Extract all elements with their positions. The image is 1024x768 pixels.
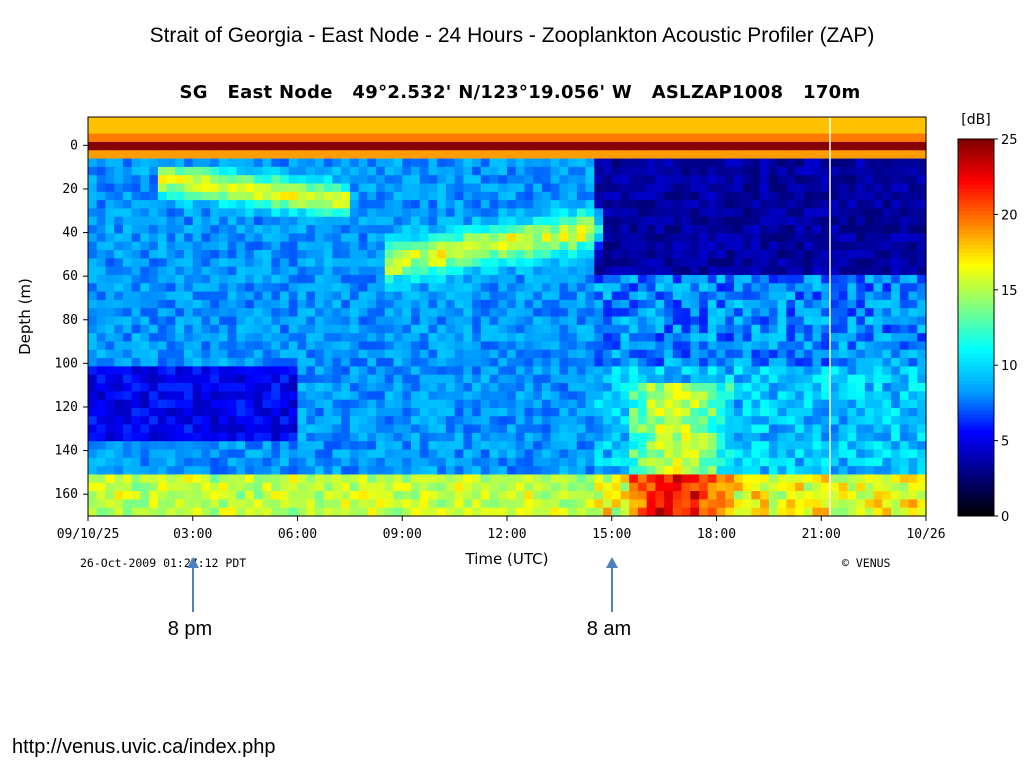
x-tick-label: 12:00 [487,527,526,542]
echogram-cells [88,117,927,517]
x-tick-label: 18:00 [697,527,736,542]
y-tick-label: 140 [55,444,78,459]
x-tick-label: 21:00 [802,527,841,542]
colorbar-tick-label: 5 [1001,435,1009,450]
x-tick-label: 03:00 [173,527,212,542]
x-tick-label: 06:00 [278,527,317,542]
y-tick-label: 80 [62,313,78,328]
colorbar-gradient [958,138,994,517]
colorbar-frame [957,138,995,517]
venus-credit: © VENUS [842,556,891,570]
x-tick-label: 09:00 [383,527,422,542]
y-tick-label: 60 [62,269,78,284]
colorbar-tick-label: 10 [1001,359,1018,374]
plot-timestamp: 26-Oct-2009 01:27:12 PDT [80,556,247,570]
colorbar-unit-label: [dB] [961,112,990,128]
annotation-label: 8 pm [167,618,213,640]
y-axis-label: Depth (m) [16,278,34,355]
y-tick-label: 160 [55,487,78,502]
annotation-arrow-icon [186,557,199,612]
colorbar-tick-label: 25 [1001,133,1018,148]
annotation-label: 8 am [586,618,632,640]
slide-title: Strait of Georgia - East Node - 24 Hours… [149,24,875,47]
colorbar-tick-label: 20 [1001,208,1018,223]
annotation-arrow-icon [605,557,618,612]
source-url-link[interactable]: http://venus.uvic.ca/index.php [12,736,276,758]
y-tick-label: 40 [62,226,78,241]
plot-header: SG East Node 49°2.532' N/123°19.056' W A… [179,82,861,103]
colorbar-tick-label: 15 [1001,284,1018,299]
x-tick-label: 09/10/25 [57,527,120,542]
colorbar-tick-label: 0 [1001,510,1009,525]
x-axis-label: Time (UTC) [465,550,549,568]
y-tick-label: 120 [55,400,78,415]
y-tick-label: 100 [55,356,78,371]
y-tick-label: 20 [62,182,78,197]
y-tick-label: 0 [70,138,78,153]
x-tick-label: 15:00 [592,527,631,542]
x-tick-label: 10/26 [906,527,945,542]
